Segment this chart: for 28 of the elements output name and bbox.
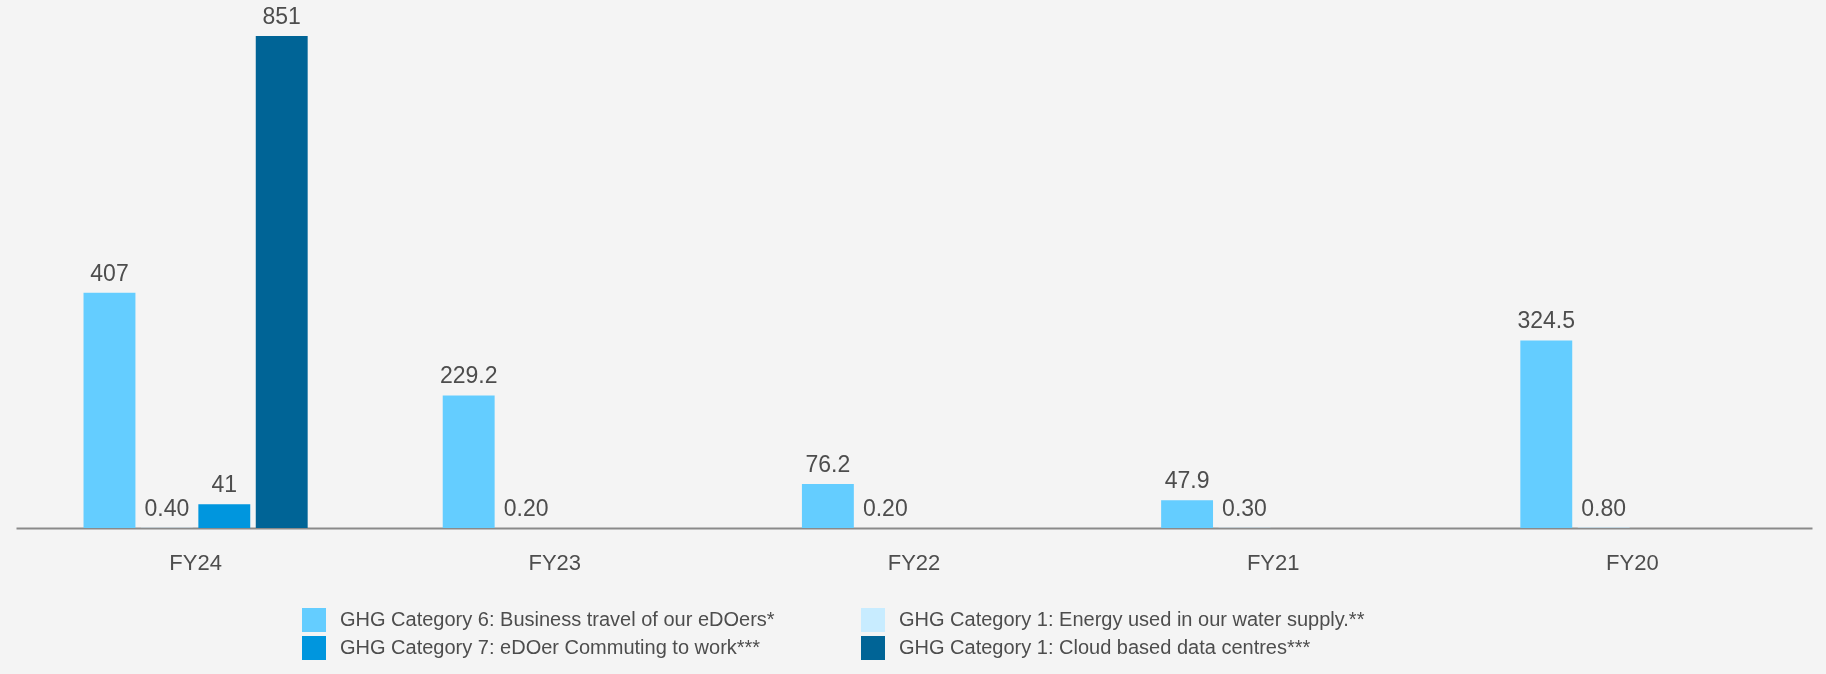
legend-label: GHG Category 1: Energy used in our water supply.** <box>899 608 1365 630</box>
legend-label: GHG Category 1: Cloud based data centres*** <box>899 636 1311 658</box>
data-label: 0.20 <box>862 494 908 521</box>
bar <box>801 483 854 528</box>
data-label: 47.9 <box>1164 467 1210 494</box>
bar <box>1520 340 1573 528</box>
data-label: 0.20 <box>503 494 549 521</box>
data-label: 324.5 <box>1517 307 1576 334</box>
data-label: 76.2 <box>805 450 851 477</box>
bar <box>442 395 495 528</box>
data-label: 41 <box>211 471 238 498</box>
x-tick-label: FY24 <box>169 549 222 575</box>
bar <box>1161 500 1214 528</box>
data-label: 0.80 <box>1581 494 1627 521</box>
legend-label: GHG Category 6: Business travel of our eDOers* <box>340 608 775 630</box>
x-tick-label: FY20 <box>1606 549 1659 575</box>
x-tick-label: FY22 <box>887 549 941 575</box>
bar <box>198 504 251 528</box>
data-label: 0.40 <box>144 494 190 521</box>
x-tick-label: FY21 <box>1246 549 1300 575</box>
data-label: 229.2 <box>439 362 498 389</box>
bar <box>255 36 308 528</box>
data-label: 0.30 <box>1222 494 1267 521</box>
data-label: 407 <box>90 259 129 286</box>
bar <box>83 292 136 528</box>
legend-label: GHG Category 7: eDOer Commuting to work*** <box>340 636 761 658</box>
data-label: 851 <box>262 3 301 29</box>
x-tick-label: FY23 <box>528 549 582 575</box>
